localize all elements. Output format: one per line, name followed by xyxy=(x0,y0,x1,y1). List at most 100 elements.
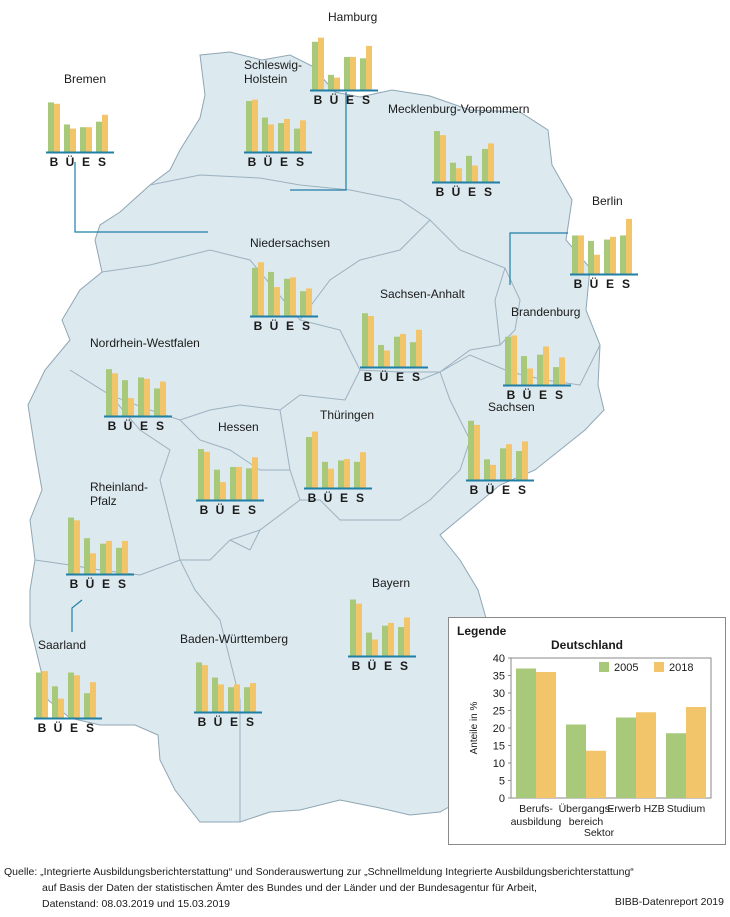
bar-berlin-B-2018 xyxy=(578,235,584,274)
bar-niedersachsen-Ü-2018 xyxy=(274,287,280,316)
bar-bayern-Ü-2005 xyxy=(366,632,372,656)
bar-niedersachsen-E-2005 xyxy=(284,278,290,316)
state-name-sachsen-anhalt: Sachsen-Anhalt xyxy=(380,287,465,301)
sector-label: Ü xyxy=(330,92,339,107)
bar-bremen-Ü-2018 xyxy=(70,128,76,152)
sector-label: S xyxy=(484,185,492,199)
y-tick-label: 20 xyxy=(493,723,505,735)
sector-label: E xyxy=(502,483,510,497)
bar-sachsen-anhalt-B-2005 xyxy=(362,313,368,367)
bar-bayern-B-2018 xyxy=(356,603,362,656)
sector-label: Ü xyxy=(452,184,461,199)
bar-niedersachsen-B-2005 xyxy=(252,267,258,316)
bar-sachsen-S-2018 xyxy=(522,441,528,480)
state-name-niedersachsen: Niedersachsen xyxy=(250,236,331,250)
sector-label: S xyxy=(555,388,563,402)
sector-label: B xyxy=(198,715,207,729)
legend-label-2005: 2005 xyxy=(614,662,638,674)
bar-baden-wuerttemberg-S-2005 xyxy=(244,687,250,712)
bar-mecklenburg-vorpommern-B-2018 xyxy=(440,135,446,182)
state-name-sachsen: Sachsen xyxy=(488,400,535,414)
state-name-brandenburg: Brandenburg xyxy=(511,305,581,319)
sector-label: B xyxy=(254,319,263,333)
bar-baden-wuerttemberg-Ü-2005 xyxy=(212,677,218,712)
bar-hessen-B-2018 xyxy=(204,451,210,500)
bar-mecklenburg-vorpommern-Ü-2005 xyxy=(450,162,456,182)
bar-sachsen-anhalt-Ü-2005 xyxy=(378,344,384,367)
category-label: Berufs- xyxy=(519,803,553,815)
bar-mecklenburg-vorpommern-E-2005 xyxy=(466,155,472,182)
sector-label: E xyxy=(140,419,148,433)
bar-rheinland-pfalz-E-2018 xyxy=(106,540,112,574)
state-name-berlin: Berlin xyxy=(592,194,623,208)
bar-brandenburg-S-2005 xyxy=(553,367,559,385)
sector-label: S xyxy=(246,715,254,729)
bar-schleswig-holstein-B-2005 xyxy=(246,101,252,152)
sector-label: B xyxy=(436,185,445,199)
bar-saarland-Ü-2005 xyxy=(52,686,58,718)
bar-rheinland-pfalz-S-2018 xyxy=(122,540,128,574)
bar-schleswig-holstein-Ü-2005 xyxy=(262,117,268,152)
bar-bremen-E-2005 xyxy=(80,127,86,152)
bar-nordrhein-westfalen-Ü-2005 xyxy=(122,380,128,416)
bar-sachsen-anhalt-S-2005 xyxy=(410,342,416,367)
sector-label: B xyxy=(50,155,59,169)
y-tick-label: 25 xyxy=(493,706,505,718)
bar-berlin-Ü-2005 xyxy=(588,240,594,274)
sector-label: E xyxy=(70,721,78,735)
sector-label: S xyxy=(412,370,420,384)
category-label: Studium xyxy=(667,803,706,815)
bar-bremen-B-2018 xyxy=(54,103,60,152)
y-tick-label: 5 xyxy=(499,776,505,788)
sector-label: E xyxy=(384,659,392,673)
sector-label: Ü xyxy=(368,658,377,673)
bar-sachsen-anhalt-S-2018 xyxy=(416,329,422,367)
y-tick-label: 35 xyxy=(493,671,505,683)
source-line-1: Quelle: „Integrierte Ausbildungsberichte… xyxy=(4,866,634,878)
bar-hamburg-Ü-2018 xyxy=(334,77,340,90)
bar-saarland-E-2005 xyxy=(68,672,74,718)
inner-border-details xyxy=(299,219,506,346)
category-label: Erwerb HZB xyxy=(607,803,664,815)
state-name-nordrhein-westfalen: Nordrhein-Westfalen xyxy=(90,336,200,350)
bar-niedersachsen-S-2005 xyxy=(300,291,306,316)
bar-sachsen-anhalt-Ü-2018 xyxy=(384,350,390,367)
legend-heading: Legende xyxy=(457,624,507,638)
bar-berlin-S-2018 xyxy=(626,218,632,274)
bar-berlin-S-2005 xyxy=(620,235,626,274)
bar-thueringen-S-2005 xyxy=(354,461,360,488)
bar-baden-wuerttemberg-E-2005 xyxy=(228,687,234,712)
bar-hessen-E-2018 xyxy=(236,466,242,500)
bar-berlin-E-2018 xyxy=(610,236,616,274)
legend-swatch-2018 xyxy=(654,662,664,672)
legend-bar-2018 xyxy=(636,712,656,798)
source-line-3: Datenstand: 08.03.2019 und 15.03.2019 xyxy=(42,898,230,910)
sector-label: E xyxy=(232,503,240,517)
bar-saarland-B-2005 xyxy=(36,672,42,718)
bar-hamburg-S-2018 xyxy=(366,45,372,90)
bar-rheinland-pfalz-B-2018 xyxy=(74,520,80,574)
legend-bar-2018 xyxy=(586,750,606,798)
bar-bremen-B-2005 xyxy=(48,102,54,152)
bar-baden-wuerttemberg-S-2018 xyxy=(250,683,256,712)
category-label: ausbildung xyxy=(511,816,562,828)
legend-bar-2005 xyxy=(566,724,586,798)
bar-brandenburg-B-2018 xyxy=(511,335,517,385)
bar-hessen-Ü-2005 xyxy=(214,469,220,500)
bar-nordrhein-westfalen-S-2005 xyxy=(154,388,160,416)
sector-label: Ü xyxy=(124,418,133,433)
germany-bar-chart: 0 5 10 15 20 25 30 35 40 Anteile in % Berufs-ausbi… xyxy=(469,653,712,839)
state-name-baden-wuerttemberg: Baden-Württemberg xyxy=(180,632,289,646)
bar-sachsen-anhalt-E-2005 xyxy=(394,336,400,367)
sector-label: B xyxy=(70,577,79,591)
bar-hessen-E-2005 xyxy=(230,466,236,500)
sector-label: Ü xyxy=(523,387,532,402)
sector-label: S xyxy=(296,155,304,169)
